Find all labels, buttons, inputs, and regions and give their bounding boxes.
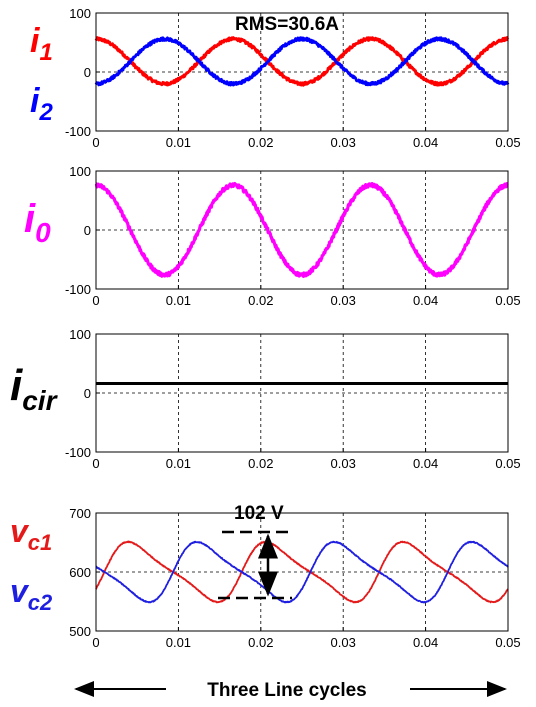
label-i0: i0: [24, 197, 51, 248]
y-tick-label: 700: [69, 506, 91, 521]
panel-vc: 0 0.01 0.02 0.03 0.04 0.05 700 600 500: [69, 506, 520, 650]
x-tick-label: 0.03: [331, 293, 356, 308]
y-tick-label: 100: [69, 164, 91, 179]
footer-label: Three Line cycles: [207, 680, 366, 701]
y-tick-label: 600: [69, 565, 91, 580]
x-tick-label: 0.01: [166, 135, 191, 150]
label-icir: icir: [10, 361, 59, 416]
label-vc1: vc1: [10, 513, 52, 555]
ripple-label: 102 V: [234, 503, 284, 524]
x-tick-label: 0.04: [413, 456, 438, 471]
y-tick-label: -100: [65, 445, 91, 460]
series-line-i2: [94, 36, 510, 87]
x-tick-label: 0.03: [331, 635, 356, 650]
x-tick-label: 0.02: [248, 135, 273, 150]
label-vc2: vc2: [10, 573, 53, 615]
label-vc1-main: v: [10, 513, 30, 549]
y-tick-label: -100: [65, 124, 91, 139]
x-tick-label: 0.05: [495, 635, 520, 650]
x-tick-label: 0.05: [495, 293, 520, 308]
label-vc2-main: v: [10, 573, 30, 609]
ripple-marker: 102 V: [218, 503, 292, 600]
x-tick-label: 0: [92, 456, 99, 471]
label-i1-main: i: [30, 22, 41, 60]
y-tick-label: 100: [69, 6, 91, 21]
y-tick-label: -100: [65, 282, 91, 297]
label-i0-main: i: [24, 197, 36, 241]
x-tick-label: 0.02: [248, 456, 273, 471]
x-tick-label: 0.01: [166, 456, 191, 471]
series-line-vc1: [95, 540, 509, 604]
label-vc1-sub: c1: [28, 530, 52, 555]
x-tick-label: 0.05: [495, 135, 520, 150]
label-vc2-sub: c2: [28, 590, 53, 615]
x-tick-label: 0.04: [413, 635, 438, 650]
y-tick-label: 100: [69, 327, 91, 342]
label-i2: i2: [30, 82, 53, 126]
x-tick-label: 0: [92, 293, 99, 308]
x-tick-label: 0.03: [331, 456, 356, 471]
series-line-i1: [94, 36, 510, 87]
label-i2-sub: 2: [38, 99, 53, 126]
x-tick-label: 0.01: [166, 635, 191, 650]
label-i1-sub: 1: [39, 39, 52, 66]
y-tick-label: 0: [84, 65, 91, 80]
series-line-i0: [94, 181, 510, 278]
x-tick-label: 0.05: [495, 456, 520, 471]
y-tick-label: 0: [84, 223, 91, 238]
x-tick-label: 0: [92, 135, 99, 150]
x-tick-label: 0: [92, 635, 99, 650]
footer: Three Line cycles: [74, 680, 507, 701]
y-tick-label: 0: [84, 386, 91, 401]
label-i2-main: i: [30, 82, 41, 120]
x-tick-label: 0.03: [331, 135, 356, 150]
x-tick-label: 0.04: [413, 135, 438, 150]
rms-annotation: RMS=30.6A: [235, 14, 339, 35]
label-icir-sub: cir: [22, 385, 58, 416]
series-line-vc2: [95, 540, 509, 604]
label-i0-sub: 0: [35, 217, 51, 248]
x-tick-label: 0.02: [248, 293, 273, 308]
x-tick-label: 0.04: [413, 293, 438, 308]
x-tick-label: 0.02: [248, 635, 273, 650]
x-tick-label: 0.01: [166, 293, 191, 308]
y-tick-label: 500: [69, 624, 91, 639]
label-icir-main: i: [10, 361, 23, 410]
label-i1: i1: [30, 22, 53, 66]
